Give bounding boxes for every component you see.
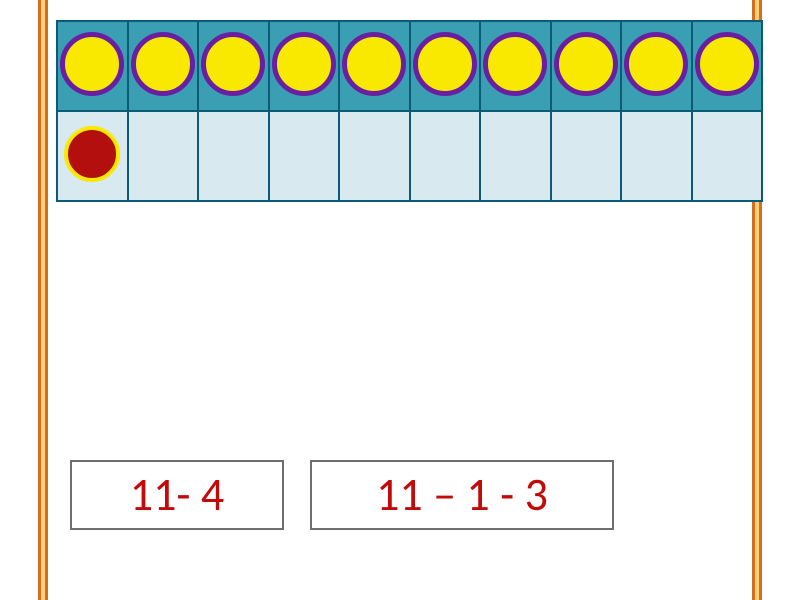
- counter-yellow: [342, 32, 406, 96]
- edge-left-inner: [41, 0, 45, 600]
- counter-red: [64, 126, 120, 182]
- ten-frame-cell: [57, 111, 128, 201]
- ten-frame-row-top: [57, 21, 762, 111]
- ten-frame-cell: [692, 111, 763, 201]
- ten-frame-cell: [339, 21, 410, 111]
- counter-yellow: [695, 32, 759, 96]
- expression-right-text: 11 – 1 - 3: [376, 467, 548, 523]
- counter-yellow: [272, 32, 336, 96]
- ten-frame-cell: [198, 21, 269, 111]
- expression-left: 11- 4: [70, 460, 284, 530]
- ten-frame-cell: [551, 111, 622, 201]
- ten-frame-cell: [480, 111, 551, 201]
- counter-yellow: [60, 32, 124, 96]
- ten-frame-cell: [269, 21, 340, 111]
- ten-frame: [56, 20, 763, 202]
- ten-frame-cell: [480, 21, 551, 111]
- counter-yellow: [131, 32, 195, 96]
- ten-frame-cell: [410, 21, 481, 111]
- counter-yellow: [624, 32, 688, 96]
- ten-frame-cell: [410, 111, 481, 201]
- ten-frame-cell: [128, 111, 199, 201]
- counter-yellow: [413, 32, 477, 96]
- ten-frame-cell: [198, 111, 269, 201]
- ten-frame-cell: [128, 21, 199, 111]
- ten-frame-row-bottom: [57, 111, 762, 201]
- ten-frame-cell: [621, 111, 692, 201]
- ten-frame-cell: [551, 21, 622, 111]
- ten-frame-cell: [339, 111, 410, 201]
- slide: 11- 4 11 – 1 - 3: [0, 0, 800, 600]
- ten-frame-cell: [621, 21, 692, 111]
- ten-frame-cell: [692, 21, 763, 111]
- counter-yellow: [554, 32, 618, 96]
- ten-frame-cell: [57, 21, 128, 111]
- ten-frame-cell: [269, 111, 340, 201]
- expression-right: 11 – 1 - 3: [310, 460, 614, 530]
- counter-yellow: [483, 32, 547, 96]
- expression-left-text: 11- 4: [130, 467, 224, 523]
- counter-yellow: [201, 32, 265, 96]
